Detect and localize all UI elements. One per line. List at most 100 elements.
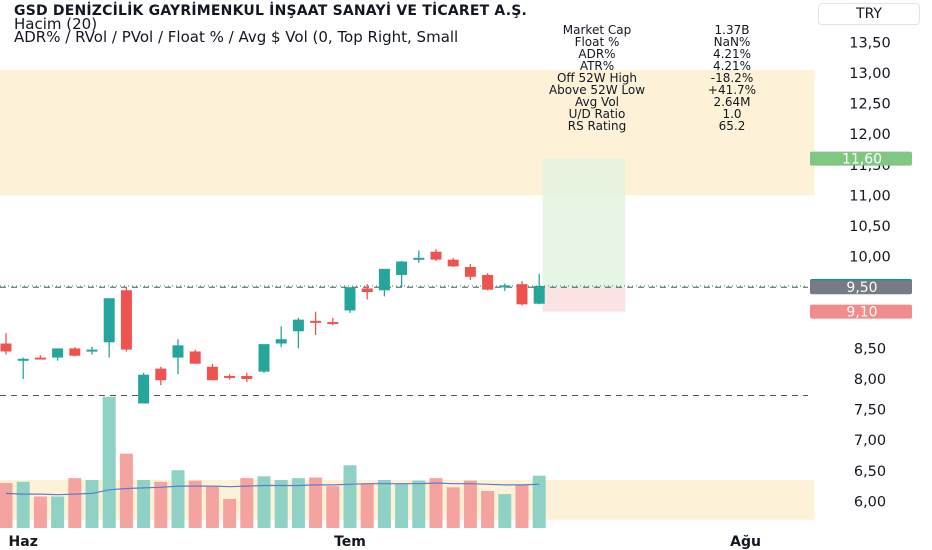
price-tick-label: 12,00 [849, 127, 891, 143]
candle [258, 344, 270, 373]
price-tick-label: 10,00 [849, 250, 891, 266]
price-tag-label: 11,60 [842, 152, 882, 168]
candle [189, 349, 201, 364]
candle-body [344, 287, 356, 311]
volume-indicator-label: Hacim (20) [14, 15, 98, 33]
profit-target-zone[interactable] [542, 158, 626, 288]
candle-body [224, 375, 236, 378]
stats-row: Market Cap 1.37B [508, 24, 778, 36]
price-tick-label: 13,00 [849, 66, 891, 82]
stats-label: RS Rating [567, 119, 627, 133]
candle [292, 317, 304, 349]
candle [17, 357, 29, 379]
candle-body [258, 344, 270, 372]
time-axis[interactable]: Haz Tem Ağu [9, 534, 761, 550]
candle-body [138, 374, 150, 404]
candle [378, 268, 390, 297]
stats-value: 4.21% [712, 47, 752, 61]
candle-body [396, 261, 408, 275]
candle [344, 287, 356, 313]
stats-row: U/D Ratio 1.0 [508, 108, 778, 120]
candle-body [378, 268, 390, 291]
candle [138, 372, 150, 404]
stats-row: RS Rating 65.2 [508, 120, 778, 132]
volume-bar [257, 476, 271, 528]
candle [206, 363, 218, 381]
candle-body [52, 348, 64, 358]
stop-loss-zone[interactable] [542, 287, 626, 312]
candle [430, 249, 442, 261]
candle-body [447, 259, 459, 267]
price-tag: 9,10 [810, 304, 912, 321]
time-tick-label: Ağu [730, 534, 761, 550]
price-tick-label: 10,50 [849, 219, 891, 235]
candle-body [292, 319, 304, 332]
candle [327, 317, 339, 326]
candle [361, 284, 373, 300]
candle-body [499, 285, 511, 288]
candle [516, 281, 528, 306]
candle [310, 311, 322, 335]
stats-row: ATR% 4.21% [508, 60, 778, 72]
time-tick-label: Haz [9, 534, 38, 550]
price-tag-label: 9,50 [846, 280, 877, 296]
stats-row: ADR% 4.21% [508, 48, 778, 60]
candle-body [86, 349, 98, 352]
volume-bar [412, 480, 426, 528]
volume-bar [240, 478, 254, 528]
volume-bar [326, 486, 340, 528]
volume-bar [205, 486, 219, 528]
price-tag: 11,60 [810, 151, 912, 168]
volume-bar [360, 483, 374, 528]
price-tick-label: 13,50 [849, 35, 891, 51]
price-tag-label: 9,10 [846, 305, 877, 321]
candle [464, 263, 476, 280]
price-tag: 9,50 [810, 280, 912, 296]
candle-body [17, 358, 29, 361]
stats-label: Avg Vol [575, 95, 619, 109]
stats-row: Avg Vol 2.64M [508, 96, 778, 108]
candle [103, 298, 115, 358]
volume-bar [171, 470, 185, 528]
candle [275, 326, 287, 348]
volume-bar [515, 484, 529, 528]
volume-bar [223, 498, 237, 528]
volume-bar [498, 494, 512, 528]
volume-bar [429, 478, 443, 528]
time-tick-label: Tem [334, 534, 366, 550]
candle [34, 355, 46, 360]
currency-button[interactable]: TRY [818, 3, 920, 25]
candle [0, 333, 12, 355]
volume-bar [481, 490, 495, 528]
price-tick-label: 8,00 [854, 372, 886, 388]
stats-value: 65.2 [718, 119, 746, 133]
volume-bar [33, 496, 47, 528]
candle-body [206, 366, 218, 381]
volume-bar [532, 475, 546, 528]
stats-value: 1.37B [714, 23, 750, 37]
stats-row: Float % NaN% [508, 36, 778, 48]
volume-bar [395, 483, 409, 528]
volume-bar [0, 483, 13, 528]
candle-body [275, 339, 287, 344]
volume-bar [85, 479, 99, 528]
candle [482, 273, 494, 291]
symbol-title: GSD DENİZCİLİK GAYRİMENKUL İNŞAAT SANAYİ… [14, 3, 528, 19]
highlight-zone [0, 69, 815, 196]
candle [69, 347, 81, 357]
stats-value: +41.7% [707, 83, 757, 97]
candle [224, 374, 236, 380]
candle [120, 287, 132, 352]
candle [499, 283, 511, 291]
candle-body [361, 288, 373, 293]
volume-bar [274, 479, 288, 528]
candle-body [516, 284, 528, 305]
candle-body [464, 267, 476, 277]
candle-body [120, 290, 132, 350]
price-axis[interactable]: 13,5013,0012,5012,0011,5011,0010,5010,00… [849, 35, 891, 510]
volume-bar [446, 487, 460, 528]
stats-row: Off 52W High -18.2% [508, 72, 778, 84]
price-tag-box [810, 304, 912, 319]
price-tick-label: 7,50 [854, 403, 886, 419]
